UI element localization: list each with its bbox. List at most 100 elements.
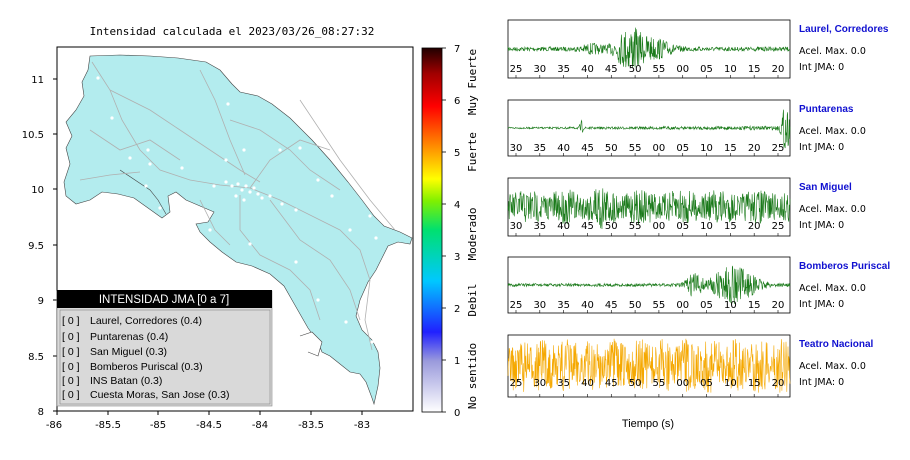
station-accel: Acel. Max. 0.0 bbox=[799, 283, 866, 294]
legend-item-station: San Miguel (0.3) bbox=[90, 346, 167, 358]
waveform-tick-label: 40 bbox=[581, 300, 594, 311]
waveform-trace bbox=[507, 109, 791, 149]
waveform-panel: 25 30 35 40 45 50 55 00 05 10 15 20 Bomberos Purisca… bbox=[507, 256, 890, 314]
legend-item-value: [ 0 ] bbox=[62, 361, 80, 373]
station-name: Laurel, Corredores bbox=[799, 24, 889, 35]
station-name: San Miguel bbox=[799, 182, 852, 193]
colorbar-tick: 2 bbox=[454, 304, 460, 315]
legend-item-value: [ 0 ] bbox=[62, 389, 80, 401]
legend-item-station: Cuesta Moras, San Jose (0.3) bbox=[90, 389, 229, 401]
colorbar-gradient bbox=[421, 47, 443, 413]
waveform-tick-label: 10 bbox=[700, 221, 713, 232]
waveform-tick-label: 30 bbox=[533, 378, 546, 389]
waveform-tick-label: 50 bbox=[605, 221, 618, 232]
station-jma: Int JMA: 0 bbox=[799, 142, 844, 153]
intensity-colorbar: 7 6 5 4 3 2 1 0 Muy Fuerte Fuerte Modera… bbox=[421, 44, 479, 419]
waveform-tick-label: 45 bbox=[605, 64, 618, 75]
map-title: Intensidad calculada el 2023/03/26_08:27… bbox=[90, 25, 375, 38]
waveform-tick-label: 20 bbox=[772, 64, 785, 75]
waveform-tick-label: 05 bbox=[676, 221, 689, 232]
waveform-tick-label: 35 bbox=[533, 143, 546, 154]
waveform-tick-label: 00 bbox=[676, 64, 689, 75]
colorbar-tick: 7 bbox=[454, 44, 460, 55]
waveform-tick-label: 50 bbox=[629, 64, 642, 75]
waveform-tick-label: 45 bbox=[581, 143, 594, 154]
waveform-tick-label: 35 bbox=[557, 64, 570, 75]
y-tick-label: 9 bbox=[38, 296, 44, 307]
waveform-tick-label: 00 bbox=[653, 221, 666, 232]
waveform-tick-label: 20 bbox=[748, 221, 761, 232]
legend-item-value: [ 0 ] bbox=[62, 331, 80, 343]
waveform-tick-label: 50 bbox=[605, 143, 618, 154]
waveform-panel: 30 35 40 45 50 55 00 05 10 15 20 25 Puntarenas Acel. … bbox=[507, 99, 866, 157]
station-name: Teatro Nacional bbox=[799, 339, 873, 350]
waveform-trace bbox=[507, 338, 791, 393]
waveform-tick-label: 40 bbox=[557, 221, 570, 232]
waveform-tick-label: 30 bbox=[533, 300, 546, 311]
legend-item-station: Laurel, Corredores (0.4) bbox=[90, 315, 202, 327]
waveform-tick-label: 10 bbox=[700, 143, 713, 154]
station-name: Puntarenas bbox=[799, 104, 854, 115]
waveform-tick-label: 15 bbox=[748, 300, 761, 311]
waveform-tick-label: 30 bbox=[510, 143, 523, 154]
colorbar-label-muy-fuerte: Muy Fuerte bbox=[466, 49, 479, 115]
legend-item-station: Bomberos Puriscal (0.3) bbox=[90, 361, 203, 373]
waveform-tick-label: 35 bbox=[557, 300, 570, 311]
station-jma: Int JMA: 0 bbox=[799, 377, 844, 388]
y-tick-label: 11 bbox=[31, 75, 44, 86]
waveform-tick-label: 25 bbox=[772, 221, 785, 232]
colorbar-tick: 5 bbox=[454, 148, 460, 159]
waveform-tick-label: 35 bbox=[533, 221, 546, 232]
waveform-tick-label: 05 bbox=[700, 64, 713, 75]
waveform-tick-label: 55 bbox=[653, 378, 666, 389]
colorbar-tick: 4 bbox=[454, 200, 460, 211]
waveform-tick-label: 00 bbox=[676, 378, 689, 389]
colorbar-tick: 3 bbox=[454, 252, 460, 263]
waveform-tick-label: 25 bbox=[510, 378, 523, 389]
colorbar-label-fuerte: Fuerte bbox=[466, 132, 479, 172]
waveform-tick-label: 20 bbox=[748, 143, 761, 154]
legend-item-value: [ 0 ] bbox=[62, 346, 80, 358]
legend-header bbox=[57, 290, 272, 308]
waveform-tick-label: 30 bbox=[510, 221, 523, 232]
colorbar-label-moderado: Moderado bbox=[466, 208, 479, 261]
waveform-tick-label: 50 bbox=[629, 300, 642, 311]
map-plot: -86 -85.5 -85 -84.5 -84 -83.5 -83 11 10.… bbox=[22, 46, 414, 431]
osa-peninsula-outline bbox=[299, 331, 323, 357]
station-jma: Int JMA: 0 bbox=[799, 62, 844, 73]
waveform-tick-label: 55 bbox=[653, 64, 666, 75]
station-name: Bomberos Puriscal bbox=[799, 261, 890, 272]
waveform-tick-label: 45 bbox=[605, 300, 618, 311]
x-tick-label: -85 bbox=[150, 420, 166, 431]
y-tick-label: 8.5 bbox=[28, 352, 44, 363]
waveform-tick-label: 05 bbox=[676, 143, 689, 154]
waveform-tick-label: 00 bbox=[676, 300, 689, 311]
waveform-tick-label: 05 bbox=[700, 300, 713, 311]
waveform-tick-label: 10 bbox=[724, 300, 737, 311]
waveform-panel: 25 30 35 40 45 50 55 00 05 10 15 20 Laurel, Corredor… bbox=[507, 19, 889, 79]
intensity-legend: INTENSIDAD JMA [0 a 7] [ 0 ] Laurel, Cor… bbox=[56, 290, 273, 407]
x-tick-label: -84 bbox=[252, 420, 268, 431]
waveform-tick-label: 10 bbox=[724, 64, 737, 75]
legend-title: INTENSIDAD JMA [0 a 7] bbox=[99, 294, 229, 306]
waveform-tick-label: 25 bbox=[510, 64, 523, 75]
waveform-tick-label: 10 bbox=[724, 378, 737, 389]
waveform-tick-label: 20 bbox=[772, 378, 785, 389]
legend-item-station: Puntarenas (0.4) bbox=[90, 331, 168, 343]
station-dots bbox=[96, 76, 378, 344]
costa-rica-land bbox=[63, 54, 413, 406]
waveform-tick-label: 15 bbox=[724, 221, 737, 232]
x-tick-label: -86 bbox=[46, 420, 62, 431]
waveform-panel: 30 35 40 45 50 55 00 05 10 15 20 25 San Miguel Acel. … bbox=[507, 177, 866, 237]
station-jma: Int JMA: 0 bbox=[799, 299, 844, 310]
colorbar-label-debil: Debil bbox=[466, 283, 479, 316]
waveform-tick-label: 45 bbox=[605, 378, 618, 389]
waveform-tick-label: 35 bbox=[557, 378, 570, 389]
colorbar-tick: 1 bbox=[454, 356, 460, 367]
map-y-axis: 11 10.5 10 9.5 9 8.5 8 bbox=[22, 75, 57, 418]
station-jma: Int JMA: 0 bbox=[799, 220, 844, 231]
waveform-tick-label: 40 bbox=[581, 378, 594, 389]
waveform-tick-label: 55 bbox=[653, 300, 666, 311]
x-tick-label: -84.5 bbox=[196, 420, 222, 431]
